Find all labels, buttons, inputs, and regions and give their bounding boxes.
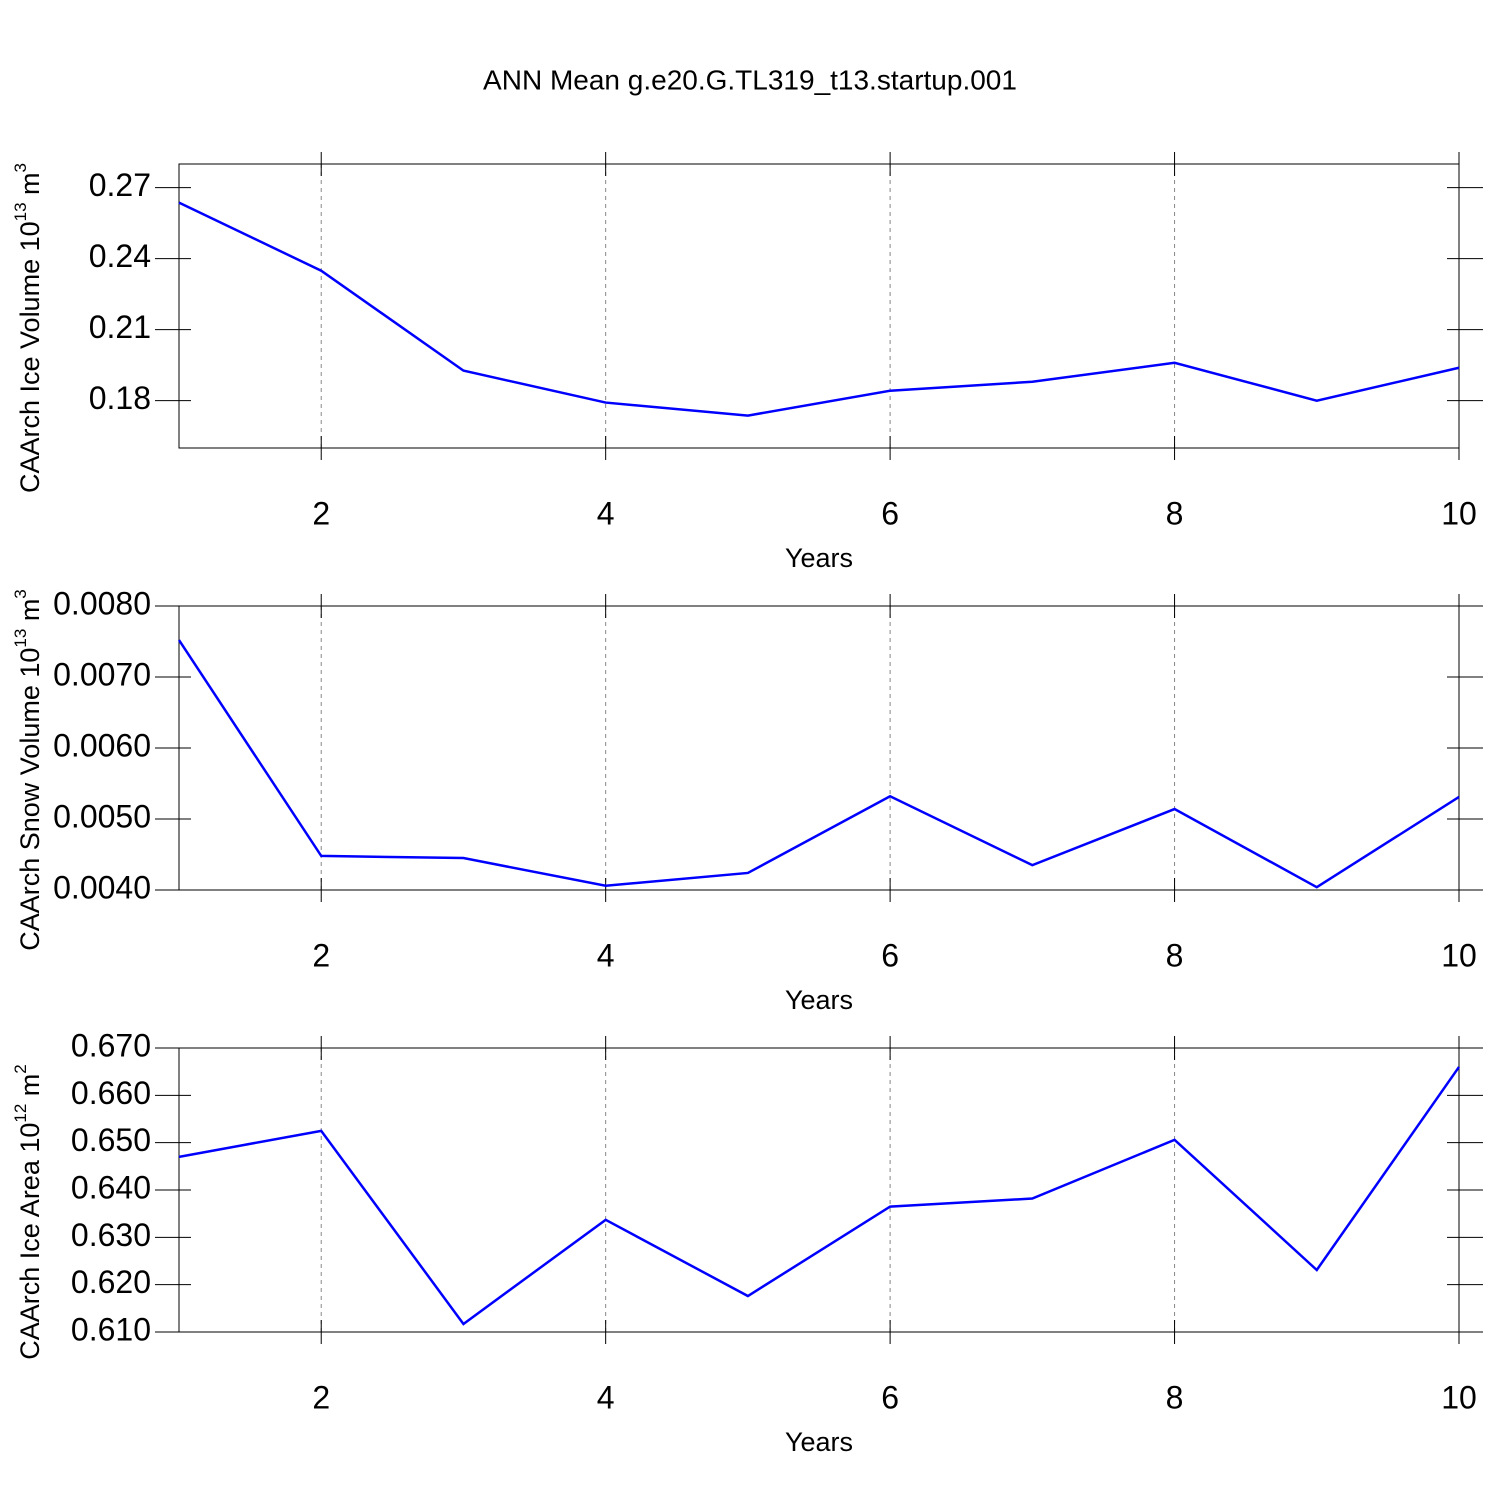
- y-tick-label: 0.0080: [53, 585, 151, 621]
- y-label-unit: m: [15, 1074, 45, 1104]
- x-tick-label: 8: [1166, 1379, 1184, 1415]
- y-tick-label: 0.21: [89, 309, 151, 345]
- x-tick-label: 10: [1441, 937, 1477, 973]
- y-label-exp: 13: [11, 202, 30, 221]
- x-tick-label: 10: [1441, 495, 1477, 531]
- y-label-text: CAArch Ice Area 10: [15, 1123, 45, 1360]
- y-label-unit-exp: 2: [11, 1064, 30, 1073]
- y-tick-label: 0.0050: [53, 798, 151, 834]
- y-axis-label: CAArch Snow Volume 1013 m3: [11, 589, 45, 951]
- x-axis-label: Years: [785, 985, 853, 1015]
- y-tick-label: 0.650: [71, 1122, 151, 1158]
- y-tick-label: 0.24: [89, 238, 151, 274]
- x-tick-label: 2: [312, 495, 330, 531]
- plot-frame: [178, 605, 1460, 891]
- y-tick-label: 0.630: [71, 1217, 151, 1253]
- x-axis-label: Years: [785, 543, 853, 573]
- y-tick-label: 0.620: [71, 1264, 151, 1300]
- x-tick-label: 8: [1166, 937, 1184, 973]
- y-tick-label: 0.640: [71, 1169, 151, 1205]
- x-tick-label: 6: [881, 937, 899, 973]
- data-line: [177, 639, 1460, 889]
- plot-frame: [178, 1047, 1460, 1333]
- y-label-exp: 13: [11, 629, 30, 648]
- y-tick-label: 0.670: [71, 1027, 151, 1063]
- x-tick-label: 10: [1441, 1379, 1477, 1415]
- y-tick-label: 0.0040: [53, 869, 151, 905]
- y-label-unit: m: [15, 599, 45, 629]
- y-label-unit-exp: 3: [11, 589, 30, 598]
- y-label-unit-exp: 3: [11, 163, 30, 172]
- y-label-text: CAArch Ice Volume 10: [15, 221, 45, 493]
- x-tick-label: 4: [597, 495, 615, 531]
- data-line: [178, 201, 1460, 417]
- y-tick-label: 0.660: [71, 1075, 151, 1111]
- y-axis-label: CAArch Ice Area 1012 m2: [11, 1064, 45, 1360]
- y-label-unit: m: [15, 172, 45, 202]
- chart-title: ANN Mean g.e20.G.TL319_t13.startup.001: [483, 64, 1017, 95]
- plot-frame: [178, 163, 1460, 449]
- y-tick-label: 0.18: [89, 380, 151, 416]
- data-line: [178, 1066, 1461, 1326]
- y-axis-label: CAArch Ice Volume 1013 m3: [11, 163, 45, 493]
- y-label-exp: 12: [11, 1104, 30, 1123]
- y-tick-label: 0.0070: [53, 656, 151, 692]
- x-tick-label: 2: [312, 1379, 330, 1415]
- y-tick-label: 0.0060: [53, 727, 151, 763]
- x-tick-label: 4: [597, 1379, 615, 1415]
- y-label-text: CAArch Snow Volume 10: [15, 648, 45, 951]
- x-tick-label: 6: [881, 495, 899, 531]
- y-tick-label: 0.27: [89, 167, 151, 203]
- x-tick-label: 6: [881, 1379, 899, 1415]
- x-tick-label: 8: [1166, 495, 1184, 531]
- x-axis-label: Years: [785, 1427, 853, 1457]
- y-tick-label: 0.610: [71, 1311, 151, 1347]
- x-tick-label: 4: [597, 937, 615, 973]
- x-tick-label: 2: [312, 937, 330, 973]
